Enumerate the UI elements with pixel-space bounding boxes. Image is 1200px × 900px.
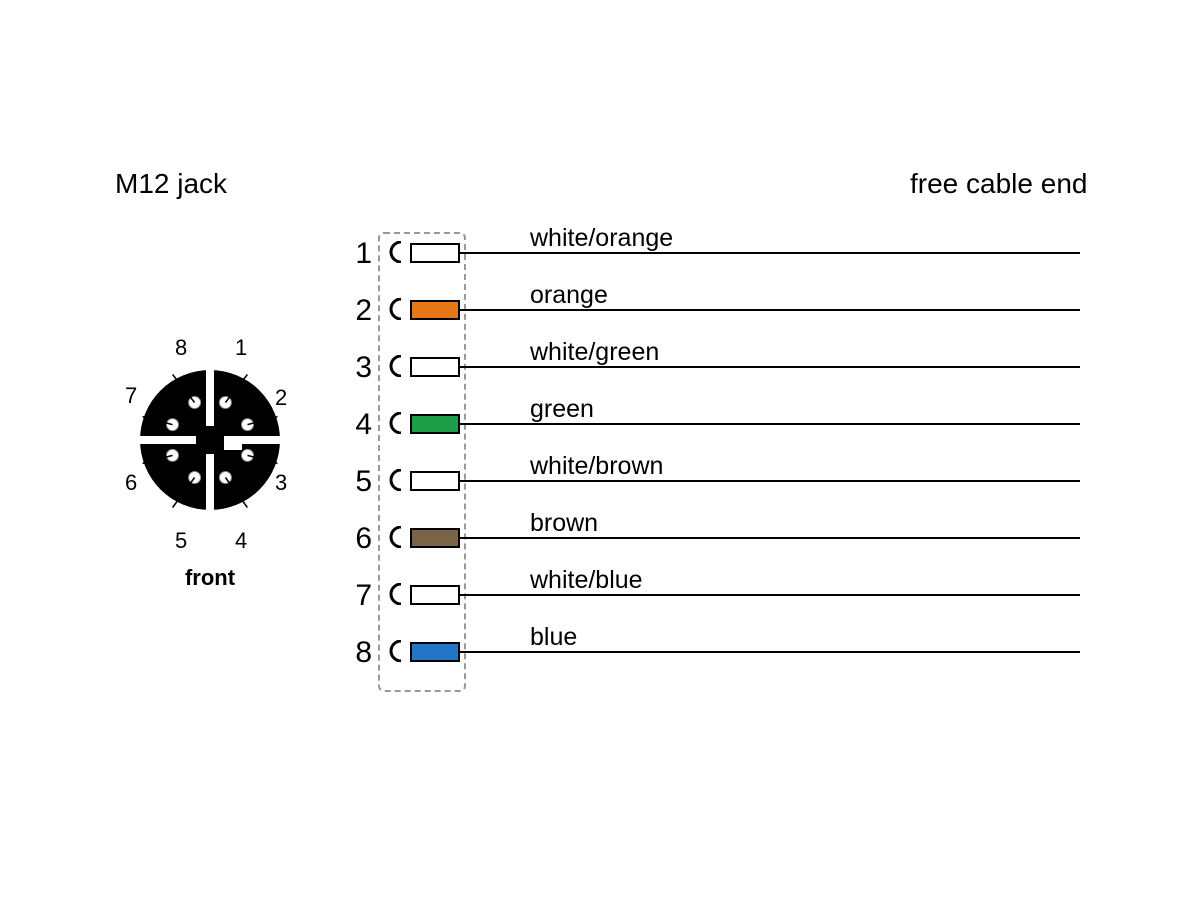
wire-color-label: orange	[530, 281, 608, 310]
wire-color-label: white/orange	[530, 224, 673, 253]
wire-color-box	[410, 528, 460, 548]
connector-pin-label: 1	[235, 335, 247, 361]
contact-icon	[385, 355, 407, 377]
wire-number: 3	[347, 351, 372, 385]
wire-color-box	[410, 471, 460, 491]
contact-icon	[385, 412, 407, 434]
contact-icon	[385, 241, 407, 263]
wire-color-label: blue	[530, 623, 577, 652]
contact-icon	[385, 469, 407, 491]
connector-pin-label: 8	[175, 335, 187, 361]
wire-number: 1	[347, 237, 372, 271]
contact-icon	[385, 298, 407, 320]
title-right: free cable end	[910, 168, 1087, 200]
contact-icon	[385, 583, 407, 605]
connector-diagram	[60, 290, 360, 590]
wire-number: 5	[347, 465, 372, 499]
connector-pin-label: 5	[175, 528, 187, 554]
wire-color-box	[410, 642, 460, 662]
wire-number: 4	[347, 408, 372, 442]
wire-color-box	[410, 357, 460, 377]
wire-number: 8	[347, 636, 372, 670]
diagram-root: M12 jack free cable end 1 2 3 4 5 6 7 8 front 1…	[0, 0, 1200, 900]
wire-color-label: green	[530, 395, 594, 424]
connector-pin-label: 3	[275, 470, 287, 496]
wire-color-box	[410, 243, 460, 263]
wire-color-label: white/blue	[530, 566, 643, 595]
connector-front-label: front	[125, 565, 295, 591]
contact-icon	[385, 640, 407, 662]
connector-pin-label: 2	[275, 385, 287, 411]
title-left: M12 jack	[115, 168, 227, 200]
wire-color-label: white/brown	[530, 452, 663, 481]
wire-number: 2	[347, 294, 372, 328]
connector-pin-label: 6	[125, 470, 137, 496]
wire-color-box	[410, 414, 460, 434]
connector-pin-label: 4	[235, 528, 247, 554]
wire-color-box	[410, 300, 460, 320]
wire-number: 7	[347, 579, 372, 613]
wire-color-label: brown	[530, 509, 598, 538]
wire-color-box	[410, 585, 460, 605]
wire-color-label: white/green	[530, 338, 659, 367]
contact-icon	[385, 526, 407, 548]
connector-pin-label: 7	[125, 383, 137, 409]
wire-number: 6	[347, 522, 372, 556]
